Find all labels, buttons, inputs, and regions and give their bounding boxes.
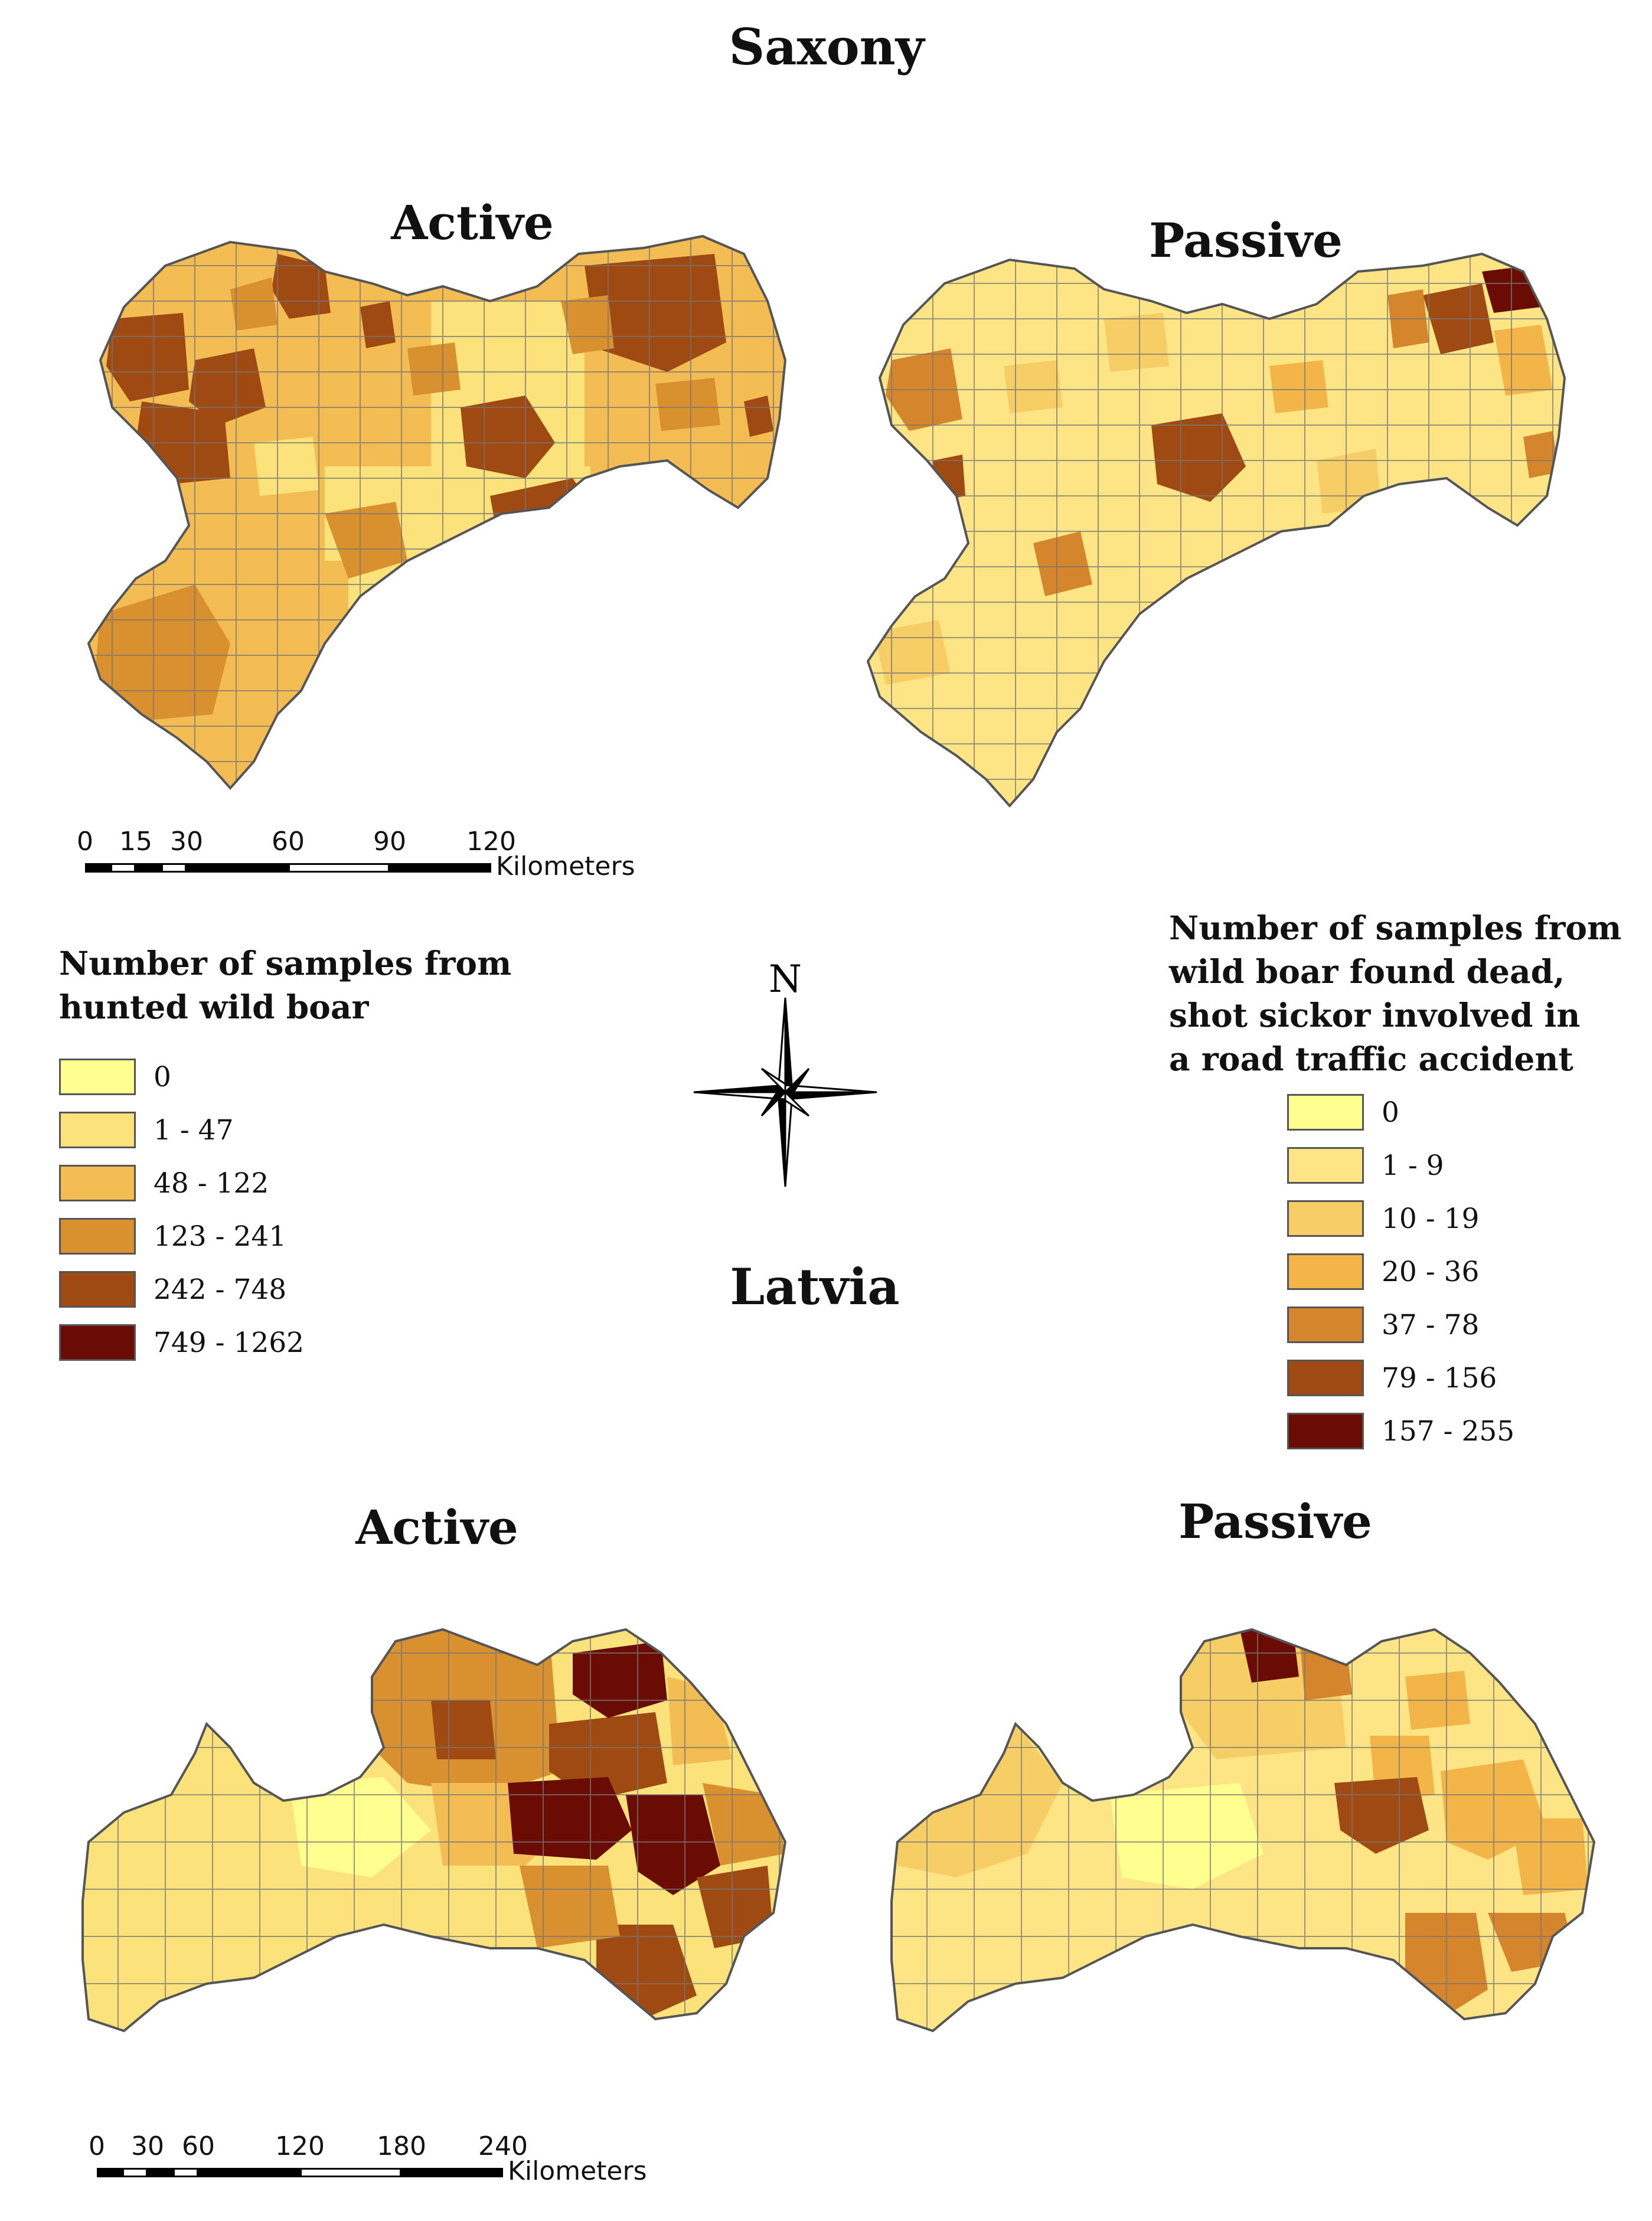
- legend-active-item: 242 - 748: [59, 1268, 511, 1311]
- saxony-scale-segment: [85, 863, 110, 873]
- saxony-scale-tick: 30: [170, 827, 203, 857]
- saxony-active-title: Active: [391, 195, 554, 250]
- saxony-scale-segment: [187, 863, 288, 873]
- saxony-passive-map: [866, 252, 1566, 808]
- legend-label: 0: [154, 1060, 171, 1093]
- legend-swatch: [1287, 1253, 1364, 1290]
- legend-swatch: [1287, 1307, 1364, 1343]
- legend-label: 123 - 241: [154, 1220, 287, 1253]
- legend-passive-title-line: Number of samples from: [1169, 909, 1622, 947]
- saxony-scale-tick: 15: [119, 827, 152, 857]
- legend-label: 37 - 78: [1382, 1308, 1480, 1341]
- latvia-active-map: [81, 1628, 787, 2033]
- legend-label: 242 - 748: [154, 1273, 287, 1306]
- legend-swatch: [1287, 1094, 1364, 1131]
- latvia-scale-tick: 240: [478, 2131, 528, 2161]
- compass-rose-icon: N: [693, 958, 877, 1187]
- latvia-scale-segment: [148, 2168, 173, 2177]
- saxony-scale-tick: 120: [466, 827, 516, 857]
- legend-passive-item: 1 - 9: [1287, 1144, 1621, 1187]
- legend-swatch: [59, 1324, 136, 1361]
- legend-active-item: 123 - 241: [59, 1214, 511, 1258]
- legend-passive-item: 157 - 255: [1287, 1409, 1621, 1453]
- legend-swatch: [1287, 1413, 1364, 1449]
- legend-swatch: [59, 1218, 136, 1255]
- legend-passive-item: 10 - 19: [1287, 1197, 1621, 1240]
- latvia-scale-segment: [300, 2168, 401, 2177]
- legend-active-item: 0: [59, 1055, 511, 1099]
- legend-active-item: 48 - 122: [59, 1161, 511, 1205]
- legend-label: 0: [1382, 1096, 1399, 1129]
- saxony-scale-bar: 0 15 30 60 90 120 Kilometers: [77, 827, 673, 897]
- saxony-active-map: [87, 234, 787, 791]
- saxony-scale-tick: 90: [373, 827, 406, 857]
- legend-swatch: [1287, 1147, 1364, 1184]
- legend-swatch: [59, 1271, 136, 1308]
- saxony-scale-tick: 0: [77, 827, 93, 857]
- legend-passive-title-line: a road traffic accident: [1169, 1040, 1573, 1078]
- legend-passive-title-line: shot sickor involved in: [1169, 996, 1581, 1034]
- saxony-scale-segment: [288, 863, 390, 873]
- legend-label: 20 - 36: [1382, 1255, 1480, 1288]
- legend-passive-title-line: wild boar found dead,: [1169, 952, 1565, 991]
- latvia-scale-tick: 120: [275, 2131, 325, 2161]
- legend-label: 1 - 47: [154, 1113, 234, 1147]
- latvia-scale-bar: 0 30 60 120 180 240 Kilometers: [89, 2131, 685, 2202]
- legend-passive-item: 0: [1287, 1090, 1621, 1134]
- legend-active-title-line: Number of samples from: [59, 944, 512, 982]
- latvia-title: Latvia: [730, 1258, 900, 1316]
- saxony-scale-segment: [390, 863, 491, 873]
- legend-active-title-line: hunted wild boar: [59, 988, 369, 1026]
- saxony-scale-unit: Kilometers: [496, 851, 635, 881]
- legend-passive-title: Number of samples from wild boar found d…: [1169, 906, 1621, 1081]
- legend-passive-item: 20 - 36: [1287, 1250, 1621, 1294]
- latvia-passive-map: [890, 1628, 1596, 2033]
- legend-passive: Number of samples from wild boar found d…: [1169, 906, 1621, 1453]
- legend-swatch: [59, 1059, 136, 1095]
- legend-passive-item: 79 - 156: [1287, 1356, 1621, 1400]
- saxony-passive-title: Passive: [1149, 213, 1343, 268]
- saxony-scale-segment: [136, 863, 161, 873]
- latvia-scale-unit: Kilometers: [508, 2156, 647, 2186]
- legend-passive-item: 37 - 78: [1287, 1303, 1621, 1347]
- legend-active-title: Number of samples from hunted wild boar: [59, 942, 511, 1029]
- latvia-scale-segment: [97, 2168, 122, 2177]
- legend-label: 48 - 122: [154, 1167, 269, 1200]
- latvia-scale-tick: 30: [131, 2131, 164, 2161]
- latvia-scale-tick: 180: [377, 2131, 426, 2161]
- legend-active: Number of samples from hunted wild boar …: [59, 942, 511, 1364]
- latvia-scale-segment: [198, 2168, 300, 2177]
- compass-north-label: N: [769, 958, 802, 1001]
- legend-label: 749 - 1262: [154, 1326, 305, 1359]
- legend-swatch: [1287, 1360, 1364, 1396]
- legend-active-item: 1 - 47: [59, 1108, 511, 1152]
- latvia-scale-segment: [173, 2168, 198, 2177]
- latvia-scale-tick: 60: [182, 2131, 215, 2161]
- latvia-scale-tick: 0: [89, 2131, 105, 2161]
- legend-label: 79 - 156: [1382, 1361, 1497, 1394]
- saxony-scale-segment: [110, 863, 136, 873]
- saxony-title: Saxony: [729, 18, 925, 76]
- latvia-passive-title: Passive: [1178, 1494, 1372, 1549]
- latvia-scale-segment: [122, 2168, 148, 2177]
- legend-active-item: 749 - 1262: [59, 1321, 511, 1364]
- legend-label: 10 - 19: [1382, 1202, 1480, 1235]
- latvia-scale-segment: [401, 2168, 503, 2177]
- legend-swatch: [59, 1112, 136, 1148]
- saxony-scale-segment: [161, 863, 187, 873]
- latvia-active-title: Active: [355, 1500, 518, 1555]
- legend-label: 157 - 255: [1382, 1415, 1515, 1448]
- legend-label: 1 - 9: [1382, 1149, 1444, 1182]
- legend-swatch: [1287, 1200, 1364, 1237]
- saxony-scale-tick: 60: [272, 827, 305, 857]
- legend-swatch: [59, 1165, 136, 1201]
